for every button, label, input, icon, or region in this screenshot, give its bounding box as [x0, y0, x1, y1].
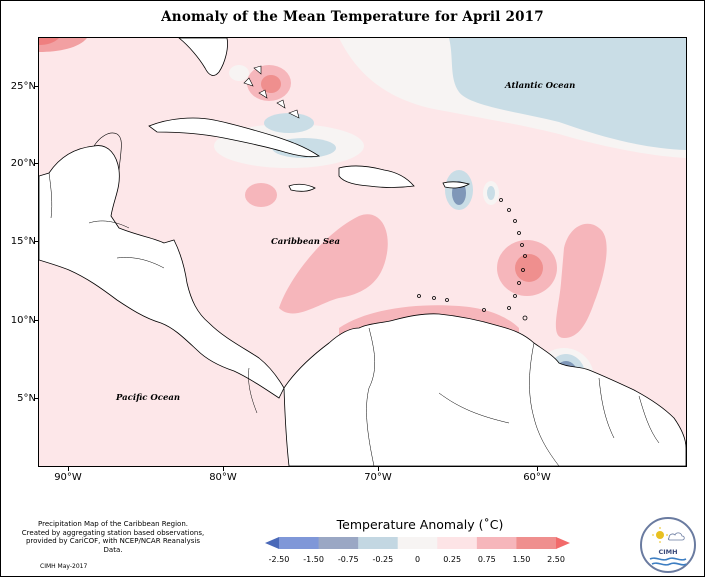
legend-segment [437, 537, 478, 549]
legend-tick-label: 2.50 [547, 555, 565, 564]
land-lesser-antilles [482, 198, 528, 321]
lat-tick-10 [34, 320, 39, 321]
credit-line-2: Created by aggregating station based obs… [21, 528, 205, 537]
legend-segment [318, 537, 359, 549]
bahamas-neutral [229, 65, 249, 81]
logo-graphic [649, 527, 687, 566]
credit-block: Precipitation Map of the Caribbean Regio… [18, 520, 208, 554]
legend-colorbar [265, 537, 570, 549]
legend-tick-label: -1.50 [303, 555, 324, 564]
legend-segment [476, 537, 517, 549]
cayman-warm-anomaly [245, 183, 277, 207]
border-suriname-guiana [638, 395, 660, 444]
legend-tick-label: -2.50 [268, 555, 290, 564]
label-caribbean-sea: Caribbean Sea [271, 237, 340, 247]
lon-label-70: 70°W [364, 472, 392, 483]
border-guyana-suriname [598, 377, 615, 439]
lat-label-20: 20°N [10, 158, 36, 169]
land-central-america [39, 145, 285, 399]
lon-label-80: 80°W [209, 472, 237, 483]
map-panel[interactable]: Atlantic Ocean Caribbean Sea Pacific Oce… [38, 37, 687, 467]
land-puerto-rico [442, 181, 470, 189]
lat-label-5: 5°N [17, 393, 36, 404]
label-atlantic-ocean: Atlantic Ocean [505, 81, 576, 91]
lat-label-15: 15°N [10, 236, 36, 247]
cimh-logo: CIMH [640, 517, 696, 573]
wave-icon [649, 557, 687, 561]
land-cuba [148, 117, 321, 158]
border-mexico-guatemala [48, 172, 53, 219]
land-florida [178, 38, 228, 76]
atlantic-cool-anomaly [449, 38, 686, 150]
legend-tick-label: 0 [414, 555, 421, 564]
border-colombia-venezuela [366, 327, 375, 466]
sun-rays-icon [652, 527, 668, 543]
lon-tick-90 [68, 466, 69, 471]
lon-label-90: 90°W [54, 472, 82, 483]
virgin-islands-cool [487, 186, 495, 200]
credit-line-3: provided by CariCOF, with NCEP/NCAR Rean… [25, 537, 201, 554]
legend-tick-label: 0.25 [443, 555, 462, 564]
label-pacific-ocean: Pacific Ocean [116, 393, 181, 403]
land-bahamas [243, 65, 300, 119]
caribbean-warm-band [279, 214, 388, 314]
legend-segment [516, 537, 557, 549]
lat-tick-20 [34, 163, 39, 164]
cuba-cool-anomaly-north [264, 113, 314, 133]
cloud-icon [667, 532, 685, 541]
map-canvas [39, 38, 686, 466]
legend-tick-label: 1.50 [512, 555, 531, 564]
land-yucatan-coast [93, 132, 122, 171]
legend-segment [358, 537, 399, 549]
credit-line-1: Precipitation Map of the Caribbean Regio… [38, 520, 188, 528]
legend-segment-min [265, 537, 279, 549]
legend-tick-label: -0.25 [372, 555, 394, 564]
lon-label-60: 60°W [523, 472, 551, 483]
border-belize [88, 220, 130, 229]
lon-tick-70 [378, 466, 379, 471]
legend-segment-max [556, 537, 570, 549]
credit-date: CIMH May-2017 [40, 563, 88, 570]
lat-label-25: 25°N [10, 81, 36, 92]
legend-segment [397, 537, 438, 549]
lat-tick-15 [34, 241, 39, 242]
windward-warm-core [515, 254, 543, 282]
bahamas-warm-core [261, 75, 281, 93]
legend-tick-label: -0.75 [337, 555, 359, 564]
eastern-warm-tongue [555, 223, 607, 338]
legend-segment [279, 537, 320, 549]
land-jamaica [288, 183, 316, 192]
legend-tick-label: 0.75 [477, 555, 496, 564]
warm-corner-nw-core [39, 38, 59, 45]
lat-label-10: 10°N [10, 315, 36, 326]
map-title: Anomaly of the Mean Temperature for Apri… [161, 9, 544, 25]
legend-title: Temperature Anomaly (˚C) [336, 517, 504, 532]
land-abc-islands [417, 294, 449, 302]
sun-icon [656, 531, 664, 539]
lat-tick-5 [34, 398, 39, 399]
border-brazil-north [438, 392, 510, 424]
border-panama [248, 367, 258, 414]
wave-icon-2 [651, 562, 687, 566]
lat-tick-25 [34, 86, 39, 87]
land-hispaniola [338, 165, 415, 188]
border-honduras-nicaragua [116, 257, 165, 269]
lon-tick-80 [223, 466, 224, 471]
lon-tick-60 [537, 466, 538, 471]
logo-text: CIMH [658, 548, 678, 556]
border-venezuela-guyana [529, 342, 560, 466]
